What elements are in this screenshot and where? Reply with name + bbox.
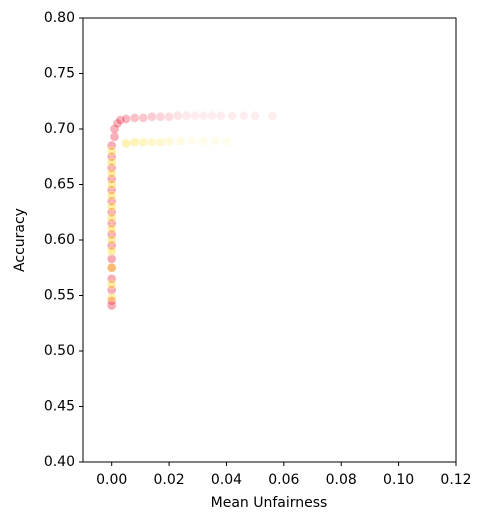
point [129,137,140,148]
point [106,229,117,240]
x-tick-label: 0.08 [326,472,357,488]
point [181,110,192,121]
point [106,146,117,156]
point [138,113,149,123]
x-tick-label: 0.02 [153,472,184,488]
point [221,136,232,147]
point [106,235,117,245]
point [106,151,117,162]
point [106,201,117,212]
plot-frame [82,17,457,463]
y-tick-label: 0.45 [44,399,75,415]
point [115,115,126,125]
point [164,136,174,147]
y-tick-label: 0.65 [44,177,75,193]
point [106,185,117,195]
point [106,240,117,251]
y-tick-label: 0.80 [44,10,75,26]
point [147,137,157,148]
point [106,246,117,256]
point [198,110,209,121]
point [155,111,166,122]
point [106,224,117,234]
y-tick-label: 0.75 [44,66,75,82]
point [190,110,200,121]
point [215,110,226,121]
point [106,296,117,306]
point [106,218,117,229]
point [106,213,117,223]
y-tick-label: 0.60 [44,232,75,248]
point [106,179,117,190]
point [164,111,174,122]
point [109,124,120,134]
point [106,174,117,184]
point [106,207,117,218]
point [106,168,117,179]
y-tick-label: 0.55 [44,288,75,304]
point [187,136,197,147]
point [109,131,120,142]
point [106,292,117,303]
y-tick-label: 0.70 [44,121,75,137]
x-axis-label: Mean Unfairness [211,495,328,511]
point [106,285,117,295]
y-tick-label: 0.40 [44,454,75,470]
point [250,110,260,121]
point [207,110,217,121]
point [106,163,117,173]
point [106,190,117,201]
point [172,110,183,121]
point [106,140,117,151]
point [138,137,149,148]
point [121,138,131,149]
point [198,136,209,147]
point [106,274,117,284]
y-axis-label: Accuracy [12,208,28,272]
x-tick-label: 0.06 [268,472,299,488]
point [175,136,186,147]
point [129,113,140,123]
point [267,110,278,121]
point [147,111,157,122]
point [210,136,220,147]
point [227,110,237,121]
x-tick-label: 0.10 [383,472,414,488]
point [106,262,117,273]
point [106,196,117,206]
point [155,137,166,148]
x-tick-label: 0.04 [211,472,242,488]
point [106,279,117,290]
point [121,114,131,124]
x-tick-label: 0.00 [96,472,127,488]
point [106,157,117,168]
y-tick-label: 0.50 [44,343,75,359]
x-tick-label: 0.12 [440,472,471,488]
point [238,110,249,121]
